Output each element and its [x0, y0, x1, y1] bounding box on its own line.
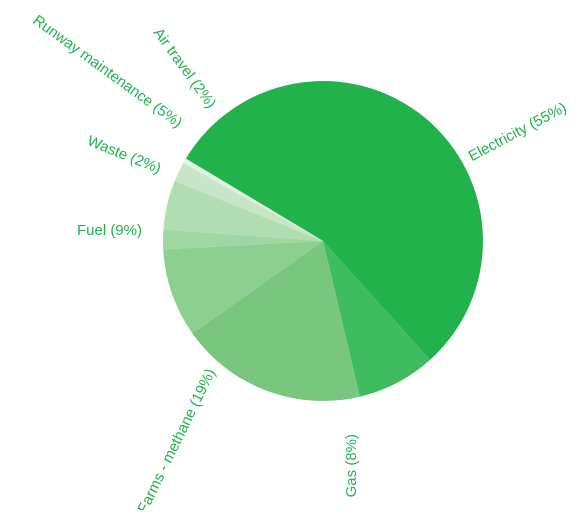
pie-slices	[162, 81, 483, 402]
pie-label-fuel: Fuel (9%)	[77, 222, 142, 239]
pie-label-gas: Gas (8%)	[343, 434, 360, 497]
pie-slice-air-travel	[174, 162, 323, 241]
pie-label-farms-methane: Farms - methane (19%)	[134, 366, 219, 510]
pie-slice-electricity	[185, 81, 483, 360]
pie-label-waste: Waste (2%)	[85, 132, 164, 177]
pie-slice-fuel	[163, 241, 323, 334]
pie-slice-other	[183, 158, 323, 241]
pie-slice-runway-maintenance	[163, 180, 323, 241]
pie-slice-waste	[162, 229, 323, 250]
pie-slice-farms-methane	[192, 241, 360, 402]
pie-slice-gas	[323, 241, 431, 397]
pie-label-electricity: Electricity (55%)	[466, 99, 570, 165]
